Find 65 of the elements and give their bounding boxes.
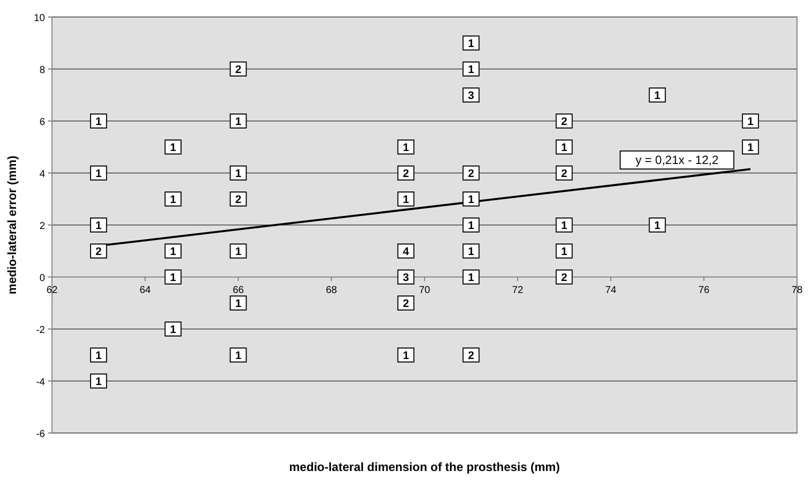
- y-tick-label: 2: [39, 221, 46, 232]
- annotation: 2: [235, 194, 242, 206]
- annotation: 1: [96, 350, 102, 362]
- annotation: 2: [561, 116, 568, 128]
- annotation: 1: [170, 142, 176, 154]
- annotation: 1: [235, 246, 242, 258]
- annotation: 1: [96, 168, 102, 180]
- y-tick-label: 0: [39, 273, 46, 284]
- x-tick-label: 72: [512, 285, 524, 296]
- annotation: 2: [561, 168, 568, 180]
- x-tick-label: 78: [791, 285, 803, 296]
- annotation: 1: [468, 38, 474, 50]
- x-tick-label: 64: [140, 285, 152, 296]
- x-tick-label: 76: [698, 285, 710, 296]
- annotation: 1: [235, 298, 242, 310]
- x-tick-label: 62: [46, 285, 58, 296]
- annotation: 1: [747, 116, 754, 128]
- x-axis-title: medio-lateral dimension of the prosthesis (mm): [289, 460, 560, 474]
- annotation: 1: [96, 376, 102, 388]
- y-tick-label: 4: [39, 169, 46, 180]
- y-tick-label: -4: [36, 377, 46, 388]
- annotation: 1: [468, 194, 474, 206]
- x-tick-label: 66: [232, 285, 244, 296]
- annotation: 1: [561, 246, 568, 258]
- x-tick-label: 74: [605, 285, 617, 296]
- annotation: 1: [402, 350, 409, 362]
- annotation: 1: [235, 116, 242, 128]
- annotation: 2: [468, 350, 474, 362]
- y-tick-label: -2: [36, 325, 46, 336]
- annotation: 1: [561, 142, 568, 154]
- y-tick-label: 6: [39, 117, 46, 128]
- annotation: 2: [402, 168, 409, 180]
- annotation: 1: [170, 194, 176, 206]
- x-tick-label: 70: [418, 285, 430, 296]
- annotation: 2: [96, 246, 102, 258]
- annotation: 1: [170, 246, 176, 258]
- annotation: 1: [96, 116, 102, 128]
- annotation: 4: [402, 246, 410, 258]
- annotation: 2: [402, 298, 409, 310]
- annotation: 2: [561, 272, 568, 284]
- annotation: y = 0,21x - 12,2: [635, 153, 719, 167]
- annotation: 3: [468, 90, 474, 102]
- annotation: 1: [468, 246, 474, 258]
- annotation: 1: [402, 194, 409, 206]
- x-tick-label: 68: [326, 285, 338, 296]
- annotation: 3: [402, 272, 409, 284]
- annotation: 1: [235, 168, 242, 180]
- annotation: 1: [402, 142, 409, 154]
- y-axis-title: medio-lateral error (mm): [5, 156, 19, 294]
- y-tick-label: -6: [36, 429, 46, 440]
- annotation: 1: [235, 350, 242, 362]
- y-tick-label: 8: [39, 65, 46, 76]
- annotation: 1: [170, 324, 176, 336]
- annotation: 2: [468, 168, 474, 180]
- annotation: 1: [747, 142, 754, 154]
- annotation: 1: [468, 272, 474, 284]
- annotation: 1: [170, 272, 176, 284]
- annotation: 1: [654, 90, 660, 102]
- annotation: 2: [235, 64, 242, 76]
- annotation: 1: [654, 220, 660, 232]
- annotation: 1: [561, 220, 568, 232]
- annotation: 1: [468, 64, 474, 76]
- annotation: 1: [468, 220, 474, 232]
- y-tick-label: 10: [34, 13, 46, 24]
- annotation: 1: [96, 220, 102, 232]
